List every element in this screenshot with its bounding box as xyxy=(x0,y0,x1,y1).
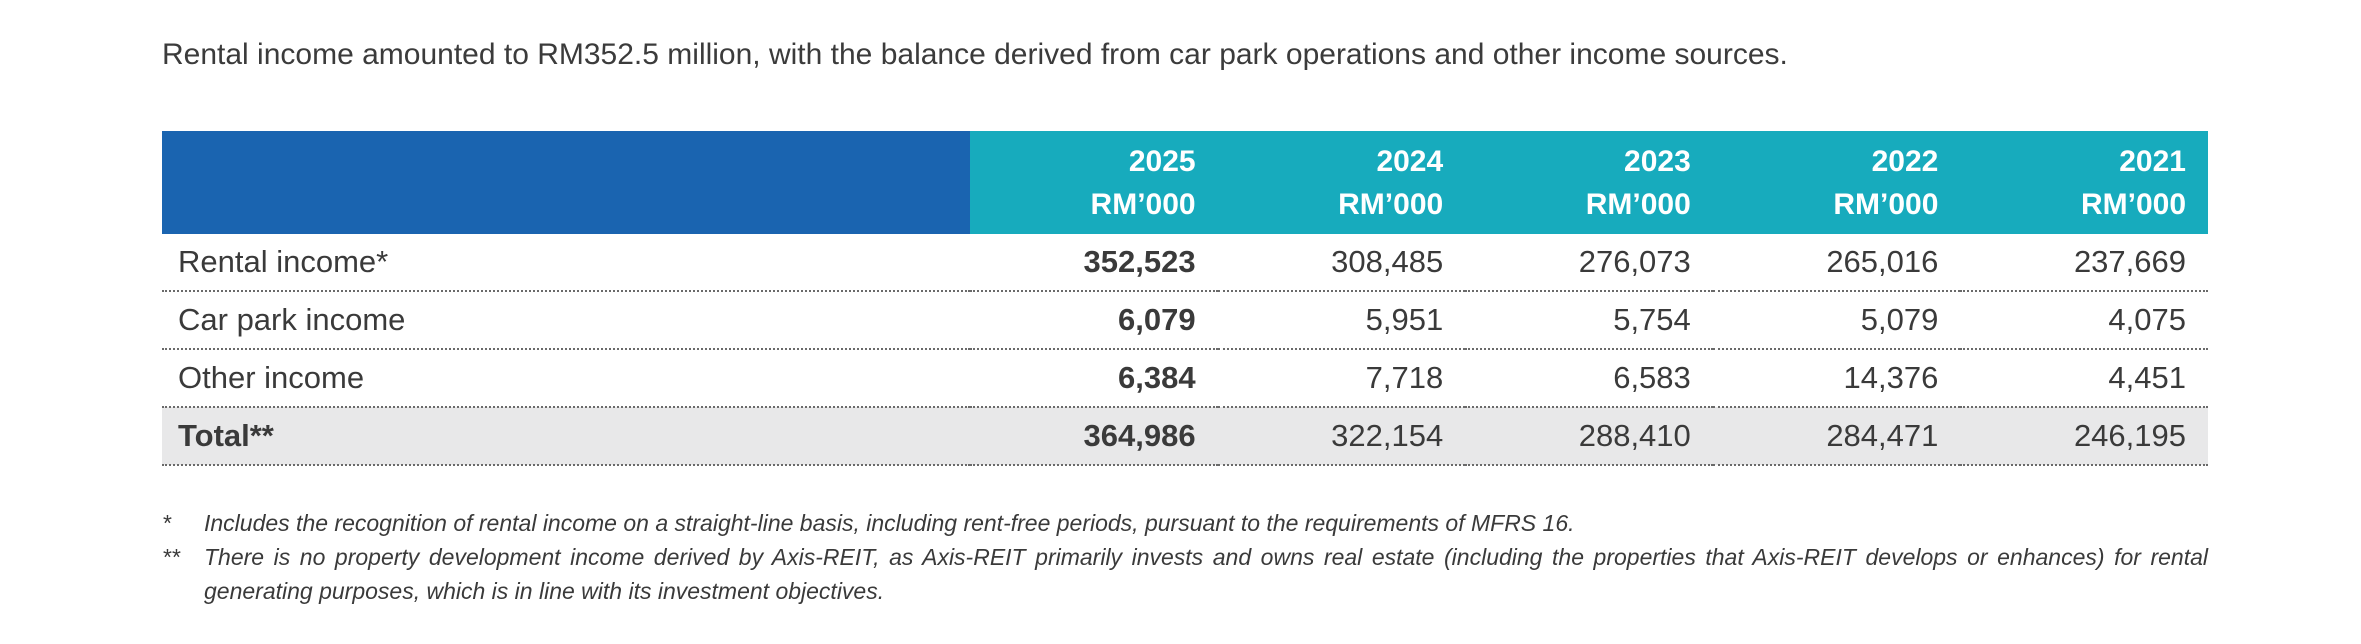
row-label: Rental income* xyxy=(162,234,970,292)
table-row-car-park-income: Car park income 6,079 5,951 5,754 5,079 … xyxy=(162,291,2208,350)
cell-value: 265,016 xyxy=(1712,234,1961,292)
footnote: ** There is no property development inco… xyxy=(162,540,2208,608)
cell-value: 4,451 xyxy=(1960,349,2208,408)
cell-value: 288,410 xyxy=(1465,407,1713,466)
header-unit: RM’000 xyxy=(1090,187,1196,221)
intro-text: Rental income amounted to RM352.5 millio… xyxy=(162,38,1788,71)
header-label-cell xyxy=(162,131,970,234)
table-row-total: Total** 364,986 322,154 288,410 284,471 … xyxy=(162,407,2208,466)
row-label: Total** xyxy=(162,407,970,466)
header-year: 2022 xyxy=(1871,144,1939,178)
cell-value: 5,951 xyxy=(1217,291,1466,350)
cell-value: 14,376 xyxy=(1712,349,1961,408)
table-row-rental-income: Rental income* 352,523 308,485 276,073 2… xyxy=(162,234,2208,292)
cell-value: 284,471 xyxy=(1712,407,1961,466)
header-year: 2024 xyxy=(1376,144,1444,178)
cell-value: 4,075 xyxy=(1960,291,2208,350)
header-year: 2021 xyxy=(2119,144,2186,178)
income-table: 2025 RM’000 2024 RM’000 2023 RM’000 2022… xyxy=(162,131,2208,466)
cell-value: 246,195 xyxy=(1960,407,2208,466)
footnote: * Includes the recognition of rental inc… xyxy=(162,506,2208,540)
footnote-mark: ** xyxy=(162,544,180,570)
footnote-text: There is no property development income … xyxy=(204,544,2208,604)
header-year-2022: 2022 RM’000 xyxy=(1712,131,1961,234)
cell-value: 5,754 xyxy=(1465,291,1713,350)
cell-value: 322,154 xyxy=(1217,407,1466,466)
header-year: 2025 xyxy=(1128,144,1196,178)
header-year-2025: 2025 RM’000 xyxy=(970,131,1218,234)
header-unit: RM’000 xyxy=(2080,187,2186,221)
row-label: Car park income xyxy=(162,291,970,350)
header-unit: RM’000 xyxy=(1338,187,1444,221)
footnote-mark: * xyxy=(162,510,171,536)
header-year-2023: 2023 RM’000 xyxy=(1465,131,1713,234)
cell-value: 364,986 xyxy=(970,407,1218,466)
table-header-row: 2025 RM’000 2024 RM’000 2023 RM’000 2022… xyxy=(162,131,2208,234)
header-year: 2023 xyxy=(1624,144,1691,178)
income-table-wrapper: 2025 RM’000 2024 RM’000 2023 RM’000 2022… xyxy=(162,131,2208,466)
header-year-2021: 2021 RM’000 xyxy=(1960,131,2208,234)
footnote-text: Includes the recognition of rental incom… xyxy=(204,510,1575,536)
cell-value: 276,073 xyxy=(1465,234,1713,292)
row-label: Other income xyxy=(162,349,970,408)
cell-value: 352,523 xyxy=(970,234,1218,292)
cell-value: 6,583 xyxy=(1465,349,1713,408)
footnotes: * Includes the recognition of rental inc… xyxy=(162,506,2208,608)
header-year-2024: 2024 RM’000 xyxy=(1217,131,1466,234)
cell-value: 5,079 xyxy=(1712,291,1961,350)
cell-value: 6,079 xyxy=(970,291,1218,350)
header-unit: RM’000 xyxy=(1585,187,1691,221)
cell-value: 308,485 xyxy=(1217,234,1466,292)
cell-value: 6,384 xyxy=(970,349,1218,408)
cell-value: 7,718 xyxy=(1217,349,1466,408)
table-row-other-income: Other income 6,384 7,718 6,583 14,376 4,… xyxy=(162,349,2208,408)
header-unit: RM’000 xyxy=(1833,187,1939,221)
cell-value: 237,669 xyxy=(1960,234,2208,292)
